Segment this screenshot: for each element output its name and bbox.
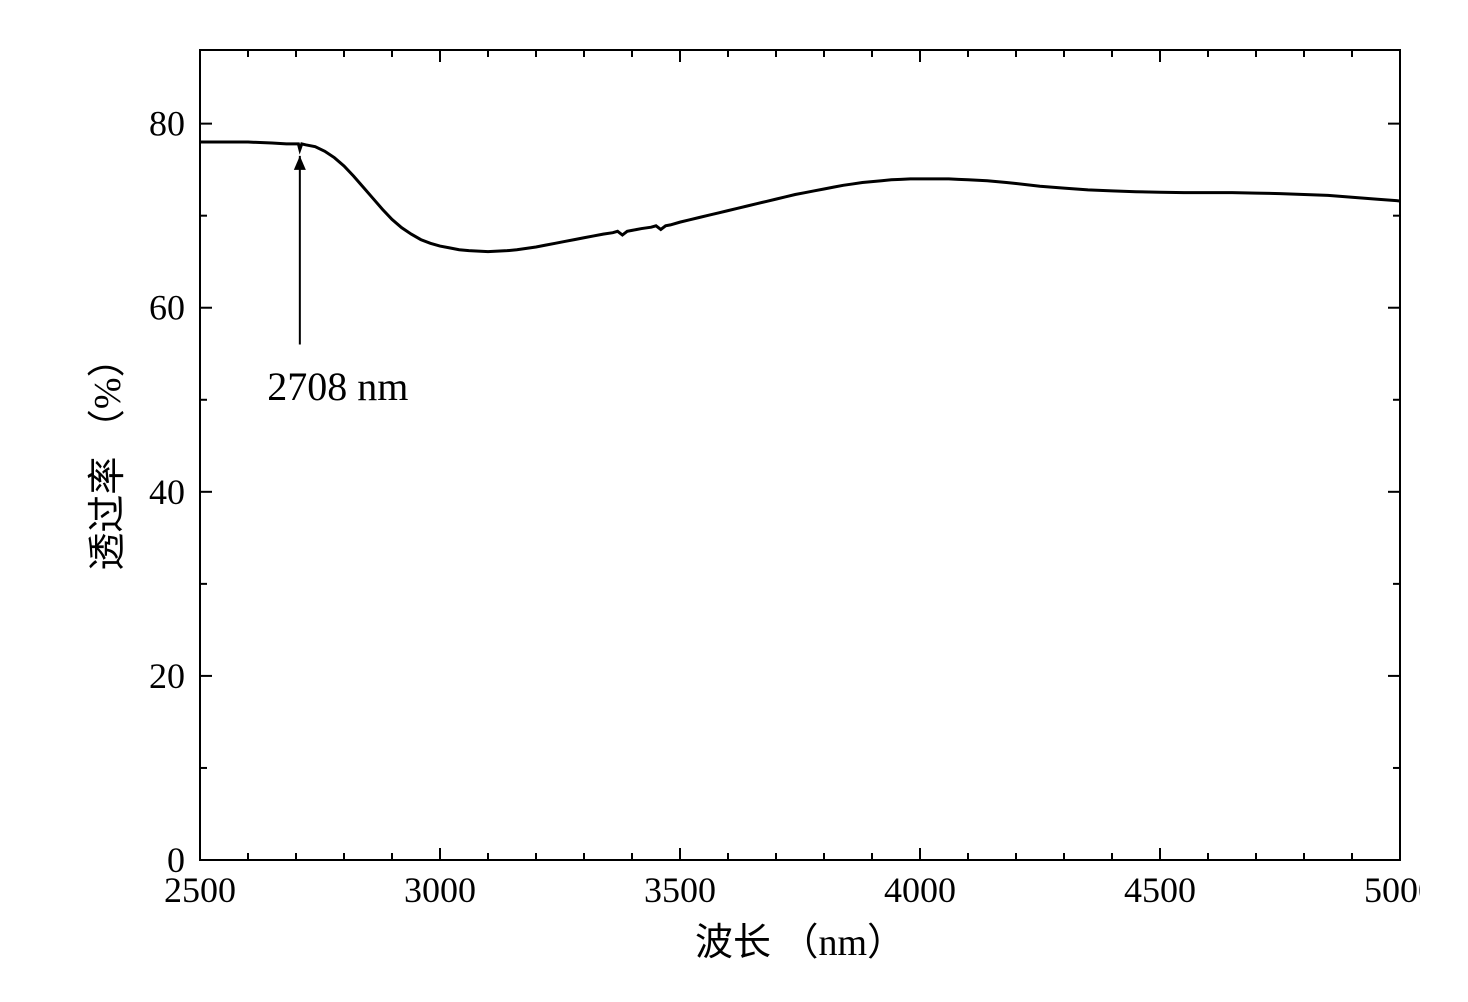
svg-text:80: 80 xyxy=(149,104,185,144)
chart-svg: 250030003500400045005000020406080波长 （nm）… xyxy=(80,40,1420,960)
transmission-chart: 250030003500400045005000020406080波长 （nm）… xyxy=(80,40,1420,960)
transmission-curve xyxy=(200,142,1400,252)
svg-text:0: 0 xyxy=(167,840,185,880)
svg-text:20: 20 xyxy=(149,656,185,696)
svg-text:60: 60 xyxy=(149,288,185,328)
annotation-arrowhead xyxy=(294,156,306,170)
svg-text:4000: 4000 xyxy=(884,870,956,910)
annotation-label: 2708 nm xyxy=(267,364,408,409)
y-axis-label: 透过率 （%） xyxy=(87,339,129,570)
x-axis-label: 波长 （nm） xyxy=(695,922,905,960)
svg-text:5000: 5000 xyxy=(1364,870,1420,910)
svg-text:3000: 3000 xyxy=(404,870,476,910)
svg-text:3500: 3500 xyxy=(644,870,716,910)
svg-text:40: 40 xyxy=(149,472,185,512)
svg-text:4500: 4500 xyxy=(1124,870,1196,910)
